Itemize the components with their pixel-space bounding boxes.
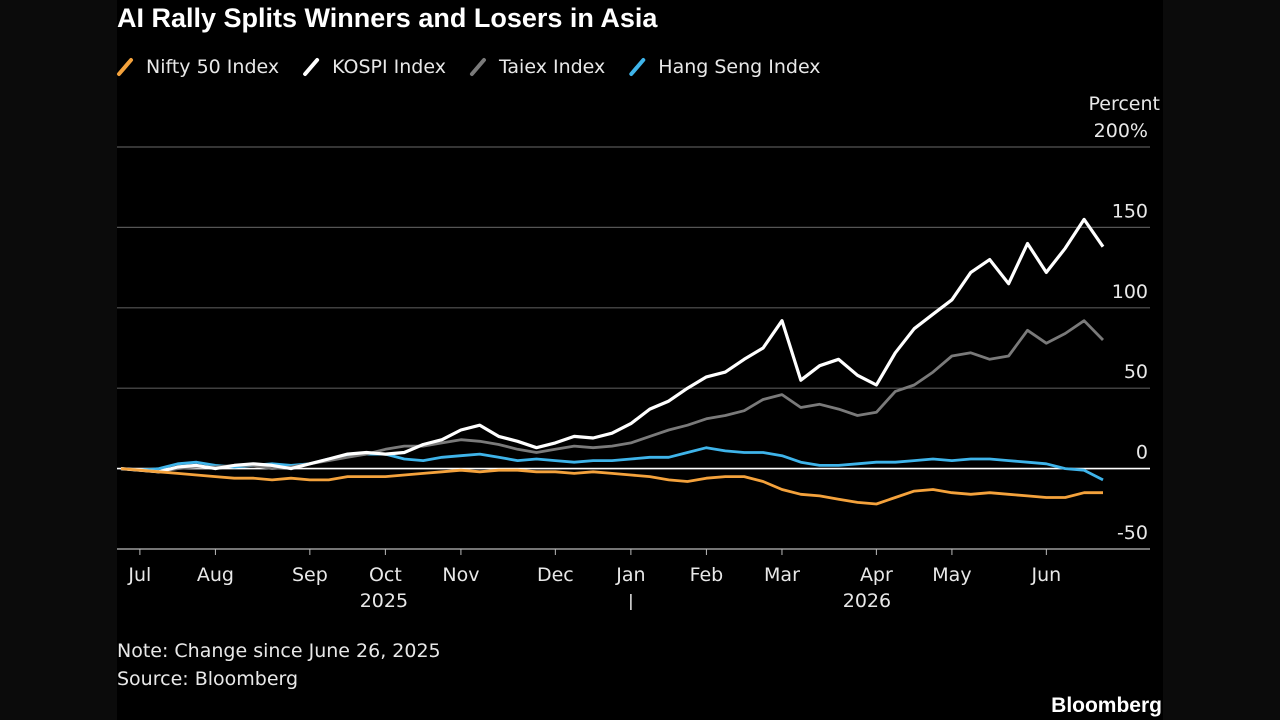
x-tick-label: Dec [537,564,574,586]
x-tick-label: Jul [127,564,151,586]
legend: Nifty 50 Index KOSPI Index Taiex Index Hang… [117,56,821,78]
legend-label: KOSPI Index [332,56,446,78]
series-line [120,467,1103,506]
side-panel [0,0,117,720]
x-tick-label: Jun [1031,564,1062,586]
y-tick-label: -50 [1117,522,1148,544]
legend-swatch [303,58,320,76]
x-tick-label: Apr [860,564,893,586]
note: Note: Change since June 26, 2025 [117,640,441,662]
legend-label: Nifty 50 Index [146,56,279,78]
series-line [120,217,1105,474]
legend-swatch [469,58,486,76]
year-label: 2025 [360,590,408,612]
legend-swatch [629,58,646,76]
legend-label: Taiex Index [498,56,605,78]
side-panel [1163,0,1280,720]
y-tick-label: 0 [1136,442,1148,464]
x-tick-label: Nov [442,564,479,586]
series-line [120,446,1104,482]
y-tick-label: 50 [1124,361,1148,383]
y-axis-label: Percent [1089,93,1161,115]
x-tick-label: Mar [764,564,800,586]
x-tick-label: Oct [369,564,402,586]
brand: Bloomberg [1051,694,1162,717]
x-tick-label: Aug [197,564,234,586]
x-tick-label: Jan [615,564,645,586]
source: Source: Bloomberg [117,668,298,690]
x-tick-label: Feb [690,564,724,586]
y-tick-label: 200% [1094,120,1148,142]
year-label: 2026 [843,590,891,612]
legend-label: Hang Seng Index [658,56,820,78]
chart-title: AI Rally Splits Winners and Losers in As… [117,3,658,33]
y-tick-label: 100 [1112,281,1148,303]
y-tick-label: 150 [1112,200,1148,222]
x-tick-label: May [932,564,971,586]
legend-swatch [117,58,133,76]
x-tick-label: Sep [292,564,328,586]
